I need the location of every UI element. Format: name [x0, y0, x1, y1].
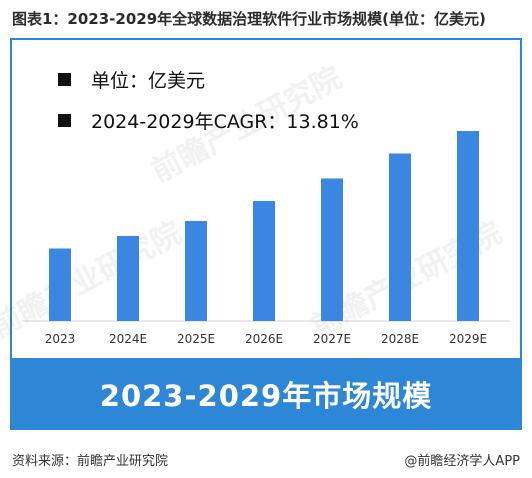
bar-2026E: [253, 201, 275, 321]
bar-2023: [49, 248, 71, 321]
banner-text: 2023-2029年市场规模: [99, 379, 433, 413]
source-note: 资料来源：前瞻产业研究院: [12, 454, 169, 469]
unit-note-text: 单位：亿美元: [91, 70, 206, 92]
bar-2024E: [117, 236, 139, 321]
brand-label: @前瞻经济学人APP: [404, 454, 520, 469]
cagr-note: 2024-2029年CAGR：13.81%: [58, 107, 359, 134]
bar-2027E: [321, 178, 343, 321]
bar-2029E: [457, 131, 479, 321]
chart-title: 图表1：2023-2029年全球数据治理软件行业市场规模(单位：亿美元): [12, 10, 486, 28]
bullet-square-icon: [58, 73, 71, 86]
x-tick-label: 2026E: [245, 332, 283, 346]
x-tick-label: 2023: [45, 332, 76, 346]
unit-note: 单位：亿美元: [58, 66, 205, 93]
banner: 2023-2029年市场规模: [10, 358, 522, 430]
x-tick-label: 2025E: [177, 332, 215, 346]
x-tick-label: 2028E: [381, 332, 419, 346]
x-tick-label: 2027E: [313, 332, 351, 346]
cagr-note-text: 2024-2029年CAGR：13.81%: [91, 111, 359, 133]
bar-2025E: [185, 221, 207, 321]
bullet-square-icon: [58, 114, 71, 127]
x-tick-label: 2024E: [109, 332, 147, 346]
x-tick-label: 2029E: [449, 332, 487, 346]
bar-2028E: [389, 153, 411, 321]
